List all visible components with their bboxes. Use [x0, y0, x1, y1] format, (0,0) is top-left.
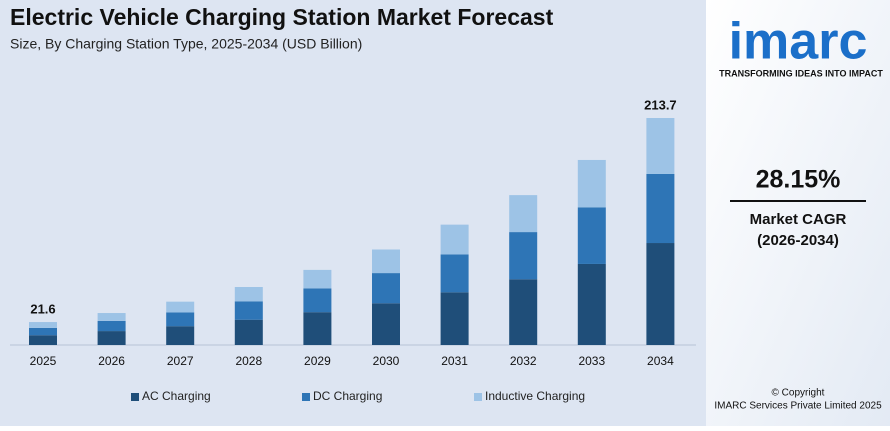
cagr-label: Market CAGR — [750, 211, 847, 228]
legend-label: Inductive Charging — [485, 389, 585, 403]
bar-segment — [646, 173, 675, 244]
x-tick-label: 2026 — [98, 354, 125, 368]
bar-segment — [97, 331, 126, 345]
bar-segment — [440, 224, 469, 255]
cagr-value: 28.15% — [756, 166, 841, 194]
bar-segment — [440, 254, 469, 293]
logo: imarc — [729, 13, 868, 71]
bar-segment — [440, 292, 469, 345]
legend-swatch — [474, 393, 482, 401]
bar-segment — [372, 273, 400, 304]
bar-segment — [29, 322, 57, 328]
chart-title: Electric Vehicle Charging Station Market… — [10, 4, 554, 30]
bar-segment — [29, 335, 57, 345]
legend-label: AC Charging — [142, 389, 211, 403]
legend-swatch — [302, 393, 310, 401]
chart-subtitle: Size, By Charging Station Type, 2025-203… — [10, 36, 362, 52]
x-tick-label: 2032 — [510, 354, 537, 368]
bar-segment — [577, 207, 606, 264]
bar-segment — [166, 326, 195, 345]
legend: AC Charging DC Charging Inductive Charging — [131, 389, 585, 403]
bar-segment — [509, 232, 538, 280]
x-tick-label: 2025 — [30, 354, 57, 368]
total-label: 213.7 — [644, 97, 677, 112]
plot: 21.6 2025 2026 2027 2028 2029 2030 2031 2032 2033… — [29, 97, 677, 368]
bar-segment — [166, 312, 195, 327]
bar-segment — [372, 249, 400, 274]
bar-segment — [577, 263, 606, 345]
x-tick-label: 2033 — [578, 354, 605, 368]
total-label: 21.6 — [30, 301, 55, 316]
bar-segment — [234, 319, 263, 345]
x-tick-label: 2029 — [304, 354, 331, 368]
bar-segment — [303, 288, 332, 313]
bar-segment — [303, 269, 332, 289]
bar-segment — [646, 118, 675, 174]
bar-segment — [234, 301, 263, 320]
copyright: © Copyright — [772, 388, 825, 399]
sidebar-background — [706, 0, 890, 426]
cagr-period: (2026-2034) — [757, 232, 839, 249]
bar-segment — [29, 327, 57, 336]
bar-segment — [303, 312, 332, 345]
bar-segment — [372, 303, 400, 345]
x-tick-label: 2030 — [373, 354, 400, 368]
x-tick-label: 2028 — [235, 354, 262, 368]
x-tick-label: 2034 — [647, 354, 674, 368]
bar-segment — [97, 313, 126, 321]
company: IMARC Services Private Limited 2025 — [714, 401, 882, 412]
legend-swatch — [131, 393, 139, 401]
bar-segment — [509, 195, 538, 233]
x-tick-label: 2031 — [441, 354, 468, 368]
bar-segment — [97, 320, 126, 332]
legend-label: DC Charging — [313, 389, 382, 403]
bar-segment — [577, 159, 606, 208]
bar-segment — [166, 301, 195, 313]
bar-segment — [646, 243, 675, 345]
x-tick-label: 2027 — [167, 354, 194, 368]
bar-segment — [509, 279, 538, 345]
tagline: TRANSFORMING IDEAS INTO IMPACT — [719, 68, 883, 78]
bar-segment — [234, 287, 263, 302]
